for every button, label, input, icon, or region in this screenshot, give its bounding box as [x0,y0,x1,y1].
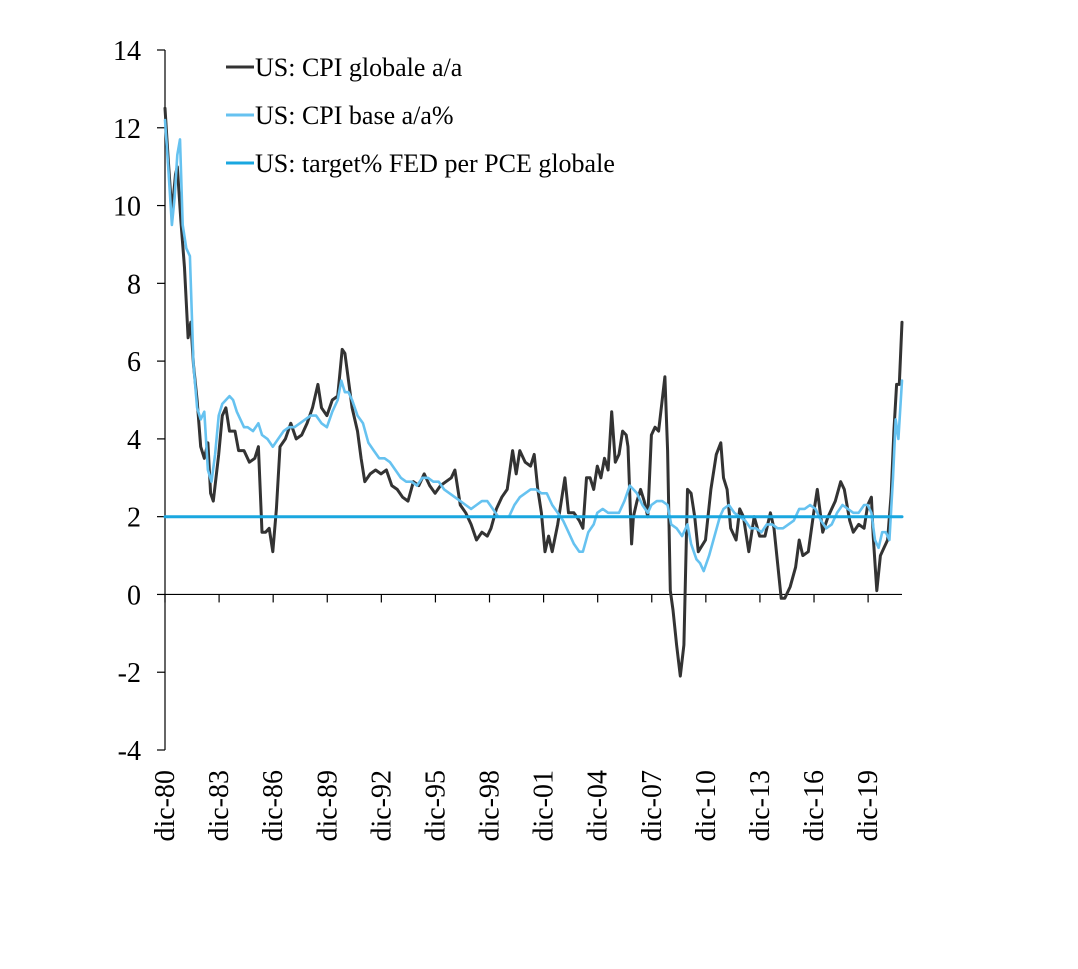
y-tick-label: 12 [113,114,141,145]
legend-label-2: US: CPI base a/a% [255,101,454,130]
x-tick-label: dic-83 [204,770,235,842]
x-tick-label: dic-92 [366,770,397,842]
x-tick-label: dic-01 [529,770,560,842]
legend-label-3: US: target% FED per PCE globale [255,149,615,178]
x-tick-label: dic-98 [475,770,506,842]
y-tick-label: 4 [127,425,141,456]
x-tick-label: dic-07 [637,770,668,842]
y-tick-label: -4 [118,736,141,767]
y-tick-label: -2 [118,658,141,689]
series-lines [163,106,904,678]
x-tick-label: dic-04 [583,770,614,842]
x-tick-label: dic-80 [150,770,181,842]
y-tick-label: 8 [127,269,141,300]
x-tick-label: dic-13 [745,770,776,842]
y-tick-label: 6 [127,347,141,378]
x-tick-label: dic-89 [312,770,343,842]
y-tick-label: 10 [113,192,141,223]
y-axis: -4 -2 0 2 4 6 8 10 12 14 [113,36,166,767]
x-tick-label: dic-86 [258,770,289,842]
legend: US: CPI globale a/a US: CPI base a/a% US: … [226,53,615,178]
x-tick-label: dic-10 [691,770,722,842]
y-tick-label: 2 [127,503,141,534]
y-tick-label: 14 [113,36,141,67]
x-axis: dic-80 dic-83 dic-86 dic-89 dic-92 dic-95 dic-… [150,593,902,842]
series-line-2 [163,118,904,573]
legend-label-1: US: CPI globale a/a [255,53,463,82]
y-tick-label: 0 [127,580,141,611]
series-line-1 [163,106,904,678]
x-tick-label: dic-95 [420,770,451,842]
x-tick-label: dic-16 [799,770,830,842]
x-tick-label: dic-19 [853,770,884,842]
